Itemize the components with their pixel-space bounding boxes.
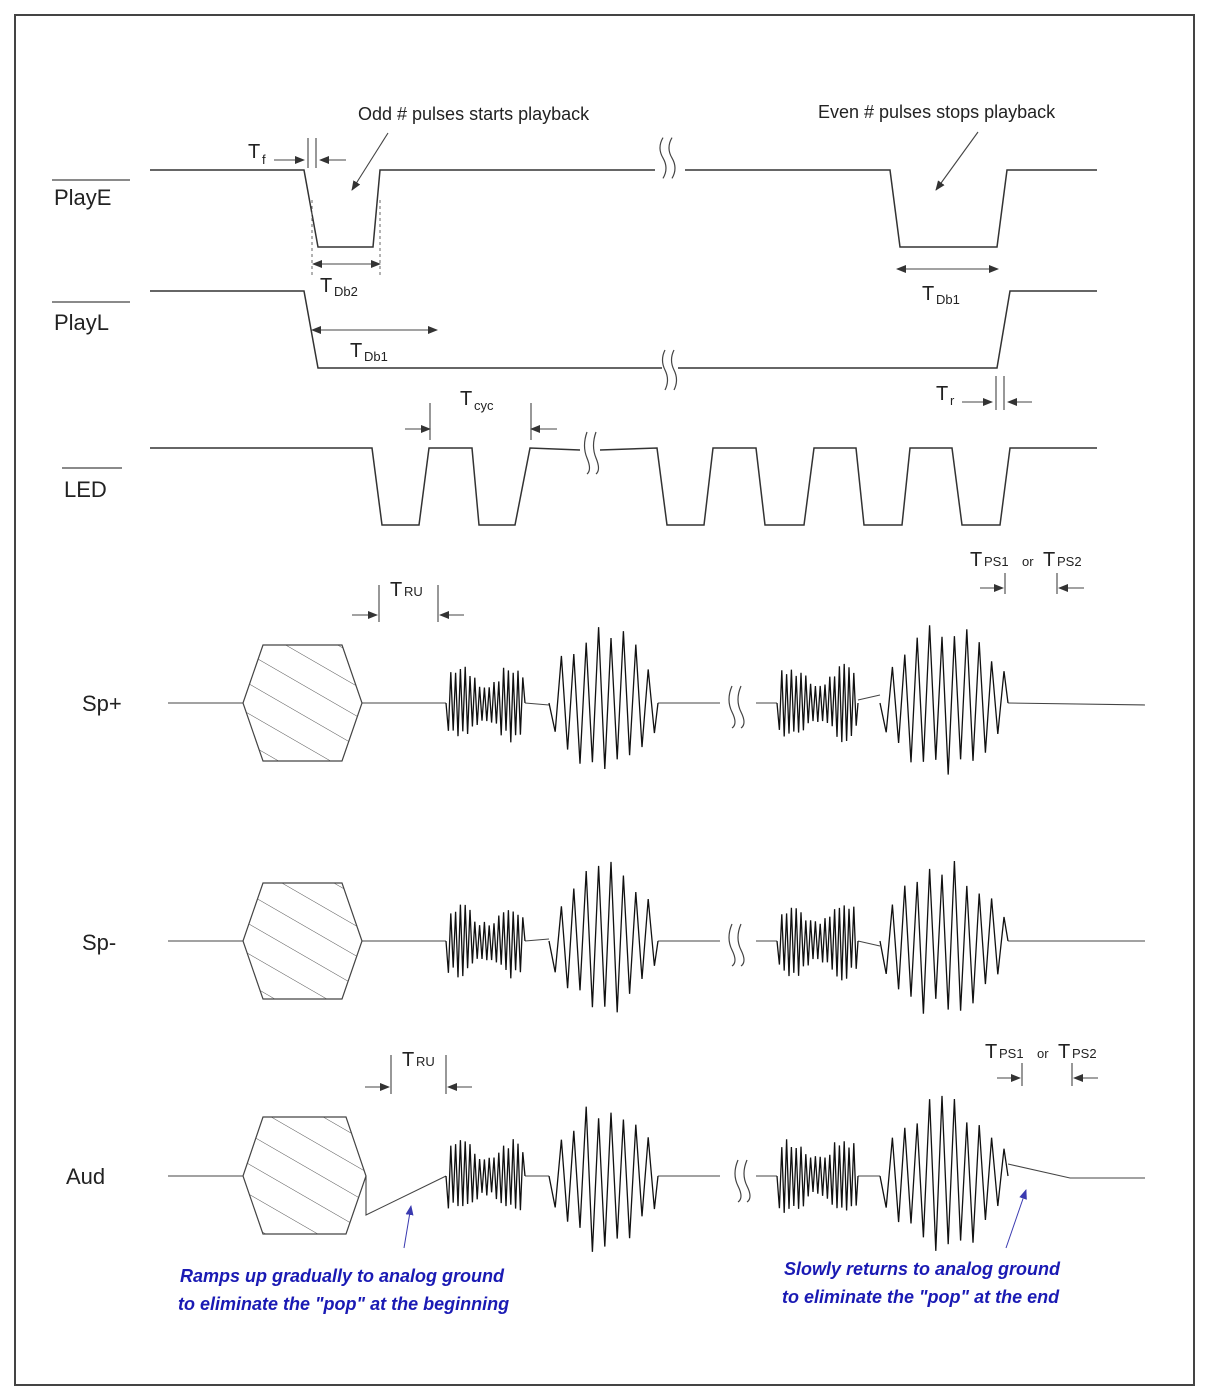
timing-tru-upper: T RU [352, 579, 464, 622]
svg-text:T: T [350, 340, 362, 362]
svg-text:cyc: cyc [474, 398, 494, 413]
note-ramp-up: Ramps up gradually to analog ground to e… [178, 1205, 509, 1314]
signal-label-led: LED [64, 477, 107, 502]
audio-burst-sparse [879, 1095, 1009, 1251]
timing-tru-lower: T RU [365, 1049, 472, 1094]
svg-text:T: T [248, 141, 260, 163]
annotation-odd-pulses: Odd # pulses starts playback [351, 104, 590, 191]
timing-tps-upper: T PS1 or T PS2 [970, 549, 1084, 594]
svg-text:T: T [402, 1049, 414, 1071]
svg-text:Db2: Db2 [334, 284, 358, 299]
baseline-sp-plus [168, 694, 1146, 706]
hatched-block-sp-minus [242, 882, 363, 1000]
signal-playe: PlayE [52, 137, 1097, 275]
break-mark-sp-minus [728, 923, 745, 967]
svg-text:T: T [1058, 1041, 1070, 1063]
audio-burst-sparse [879, 625, 1009, 775]
waveform-playe [150, 169, 1097, 248]
svg-text:T: T [936, 383, 948, 405]
audio-burst-sparse [548, 861, 659, 1013]
audio-burst-dense [776, 663, 859, 743]
svg-text:Db1: Db1 [364, 349, 388, 364]
svg-text:Odd # pulses starts playback: Odd # pulses starts playback [358, 104, 590, 124]
svg-text:T: T [1043, 549, 1055, 571]
break-mark-led [583, 431, 600, 475]
hatched-block-aud [242, 1116, 367, 1235]
timing-tdb1-playl: T Db1 [311, 326, 438, 364]
signal-sp-plus: Sp+ [82, 625, 1146, 775]
break-mark-playl [661, 349, 678, 391]
svg-text:to eliminate the "pop" at the: to eliminate the "pop" at the beginning [178, 1294, 509, 1314]
break-mark-aud [734, 1159, 751, 1203]
timing-tr: T r [936, 376, 1032, 410]
svg-text:PS1: PS1 [999, 1046, 1024, 1061]
audio-burst-dense [776, 905, 859, 981]
svg-text:T: T [922, 283, 934, 305]
svg-text:T: T [985, 1041, 997, 1063]
hatched-block-sp-plus [242, 644, 363, 762]
svg-text:or: or [1022, 554, 1034, 569]
note-return: Slowly returns to analog ground to elimi… [782, 1189, 1061, 1307]
audio-burst-dense [445, 666, 526, 743]
svg-text:to eliminate the "pop" at the: to eliminate the "pop" at the end [782, 1287, 1060, 1307]
signal-label-aud: Aud [66, 1164, 105, 1189]
signal-sp-minus: Sp- [82, 860, 1145, 1014]
svg-text:PS1: PS1 [984, 554, 1009, 569]
annotation-even-pulses: Even # pulses stops playback [818, 102, 1056, 191]
signal-label-sp-minus: Sp- [82, 930, 116, 955]
break-mark-playe [659, 137, 676, 179]
audio-burst-dense [445, 904, 526, 979]
signal-aud: Aud [66, 1095, 1145, 1252]
svg-text:T: T [970, 549, 982, 571]
svg-text:RU: RU [416, 1054, 435, 1069]
baseline-aud [168, 1163, 1145, 1216]
svg-text:T: T [390, 579, 402, 601]
signal-label-sp-plus: Sp+ [82, 691, 122, 716]
diagram-frame [14, 14, 1195, 1386]
timing-tdb2: T Db2 [312, 260, 381, 299]
break-mark-sp-plus [728, 685, 745, 729]
svg-text:Even # pulses stops playback: Even # pulses stops playback [818, 102, 1056, 122]
audio-burst-sparse [879, 860, 1009, 1014]
audio-burst-dense [445, 1139, 526, 1211]
audio-burst-sparse [548, 1106, 659, 1252]
waveform-led [150, 447, 1097, 526]
svg-text:PS2: PS2 [1057, 554, 1082, 569]
signal-label-playl: PlayL [54, 310, 109, 335]
svg-text:T: T [460, 388, 472, 410]
svg-text:T: T [320, 275, 332, 297]
svg-text:PS2: PS2 [1072, 1046, 1097, 1061]
svg-text:Ramps up gradually to analog g: Ramps up gradually to analog ground [180, 1266, 505, 1286]
svg-text:or: or [1037, 1046, 1049, 1061]
baseline-sp-minus [168, 938, 1145, 947]
audio-burst-sparse [548, 627, 659, 770]
audio-burst-dense [776, 1139, 859, 1213]
timing-tdb1-playe: T Db1 [896, 265, 999, 307]
svg-text:Slowly returns to analog groun: Slowly returns to analog ground [784, 1259, 1061, 1279]
timing-tps-lower: T PS1 or T PS2 [985, 1041, 1098, 1086]
timing-tf: T f [248, 138, 346, 168]
svg-text:r: r [950, 393, 955, 408]
svg-text:f: f [262, 152, 266, 167]
signal-label-playe: PlayE [54, 185, 111, 210]
signal-led: LED [62, 431, 1097, 526]
svg-text:RU: RU [404, 584, 423, 599]
svg-text:Db1: Db1 [936, 292, 960, 307]
timing-tcyc: T cyc [405, 388, 557, 440]
